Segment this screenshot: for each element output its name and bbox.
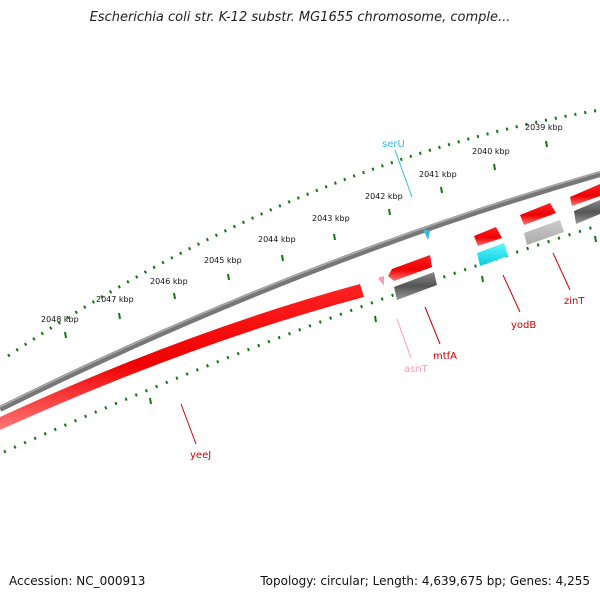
- gene-yeeJ-feature[interactable]: [0, 284, 364, 430]
- scale-label-2040: 2040 kbp: [472, 147, 510, 156]
- gene-asnT-marker[interactable]: [378, 276, 384, 286]
- gene-label-mtfA: mtfA: [433, 351, 457, 362]
- yodB-leader: [502, 274, 521, 313]
- inner-scale-ring: [3, 223, 600, 454]
- gene-label-zinT: zinT: [564, 296, 585, 307]
- gene-mtfA-reverse-feature[interactable]: [394, 272, 437, 300]
- scale-label-2045: 2045 kbp: [204, 256, 242, 265]
- gene-yodB-upper-feature[interactable]: [474, 227, 502, 246]
- yeeJ-leader: [180, 403, 197, 445]
- scale-label-2046: 2046 kbp: [150, 277, 188, 286]
- scale-label-2044: 2044 kbp: [258, 235, 296, 244]
- map-title: Escherichia coli str. K-12 substr. MG165…: [89, 10, 511, 25]
- gene-label-yodB: yodB: [511, 320, 536, 331]
- serU-leader: [394, 149, 413, 198]
- gene-mtfA-feature[interactable]: [388, 255, 432, 281]
- scale-label-2043: 2043 kbp: [312, 214, 350, 223]
- gene-zinT-feature[interactable]: [524, 220, 564, 245]
- backbone: [0, 171, 600, 412]
- scale-label-2039: 2039 kbp: [525, 123, 563, 132]
- gene-serU-marker[interactable]: [423, 229, 430, 240]
- genome-summary-label: Topology: circular; Length: 4,639,675 bp…: [260, 574, 590, 588]
- gene-yodB-feature[interactable]: [477, 243, 508, 266]
- outer-major-ticks: [64, 140, 548, 339]
- gene-label-yeeJ: yeeJ: [190, 450, 211, 461]
- asnT-leader: [396, 318, 412, 359]
- gene-forward-feature-4[interactable]: [570, 184, 600, 206]
- inner-major-ticks: [149, 235, 597, 405]
- accession-label: Accession: NC_000913: [9, 574, 146, 588]
- gene-reverse-feature-5[interactable]: [574, 200, 600, 224]
- mtfA-leader: [424, 306, 441, 345]
- scale-label-2041: 2041 kbp: [419, 170, 457, 179]
- scale-label-2047: 2047 kbp: [96, 295, 134, 304]
- gene-label-asnT: asnT: [404, 364, 429, 375]
- scale-label-2042: 2042 kbp: [365, 192, 403, 201]
- scale-label-2048: 2048 kbp: [41, 315, 79, 324]
- gene-forward-feature-3[interactable]: [520, 203, 556, 225]
- zinT-leader: [552, 252, 571, 291]
- gene-label-serU: serU: [382, 139, 405, 150]
